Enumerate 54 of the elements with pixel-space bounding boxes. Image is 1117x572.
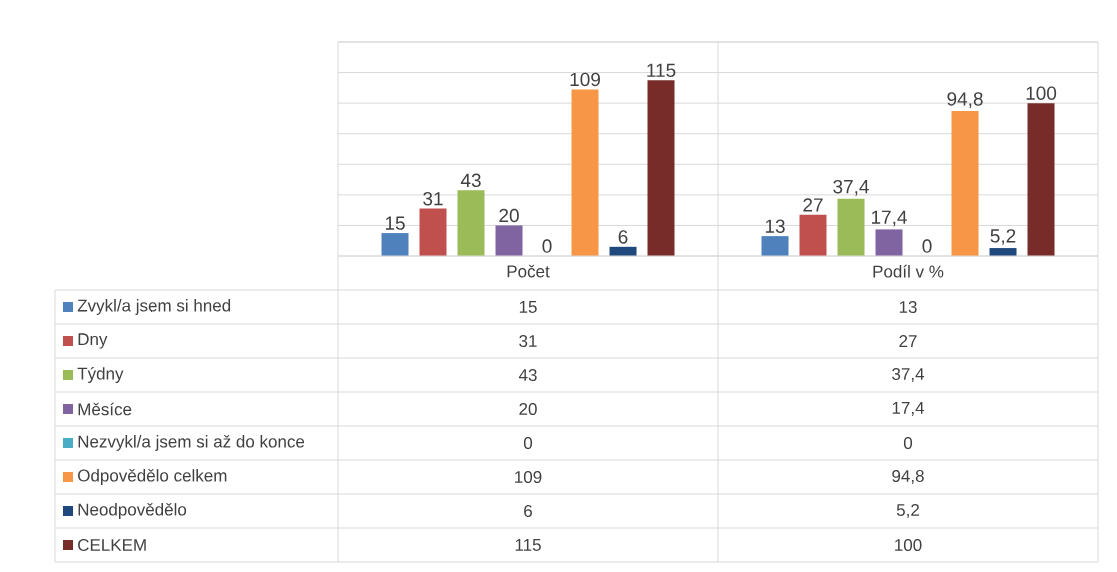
legend-label: Měsíce	[78, 402, 132, 416]
data-label: 0	[903, 436, 913, 450]
legend-label: CELKEM	[78, 538, 146, 552]
text: 5,2	[990, 229, 1016, 245]
data-label: 0	[523, 436, 533, 450]
text: 115	[647, 63, 676, 78]
text: 27	[803, 198, 823, 212]
bar	[1027, 103, 1055, 256]
bar	[837, 198, 865, 256]
bar	[951, 111, 979, 256]
text: 43	[460, 173, 481, 188]
data-label: 13	[899, 300, 917, 314]
text: 17,4	[871, 210, 907, 227]
data-label: 6	[524, 504, 532, 518]
text: 100	[1026, 86, 1057, 100]
legend-label: Neodpovědělo	[78, 503, 187, 519]
data-label: 43	[518, 368, 537, 382]
data-label: 109	[515, 470, 542, 484]
text: 6	[618, 230, 628, 244]
bar	[875, 229, 903, 256]
legend-label: Týdny	[77, 366, 124, 384]
bar	[457, 190, 485, 256]
bar	[571, 89, 599, 256]
data-label: 5,2	[896, 503, 919, 519]
x-tick-label: Počet	[507, 264, 550, 278]
x-tick-label: Podíl v %	[873, 264, 944, 278]
text: 37,4	[833, 179, 869, 196]
text: 94,8	[947, 92, 983, 108]
data-label: 31	[519, 334, 537, 348]
text: 0	[922, 239, 932, 253]
text: 13	[765, 219, 785, 233]
data-label: 15	[519, 301, 537, 313]
data-label: 94,8	[892, 469, 924, 485]
bar	[495, 225, 523, 256]
data-label: 115	[515, 539, 541, 551]
text: 0	[542, 239, 552, 253]
legend-label: Nezvykl/a jsem si až do konce	[78, 435, 305, 451]
text: 15	[385, 216, 405, 230]
bar	[381, 233, 409, 256]
bar	[419, 208, 447, 256]
bar	[647, 80, 675, 256]
legend-label: Zvykl/a jsem si hned	[77, 299, 231, 315]
text: 109	[570, 72, 600, 87]
text: 20	[499, 208, 519, 223]
data-label: 100	[895, 538, 922, 552]
data-label: 27	[899, 335, 917, 347]
legend-label: Odpovědělo celkem	[78, 469, 227, 485]
data-label: 37,4	[892, 367, 925, 383]
bar	[761, 236, 789, 256]
text: 31	[423, 191, 443, 206]
data-label: 17,4	[892, 402, 925, 416]
bar	[799, 214, 827, 256]
data-label: 20	[519, 402, 537, 416]
legend-label: Dny	[78, 333, 108, 349]
